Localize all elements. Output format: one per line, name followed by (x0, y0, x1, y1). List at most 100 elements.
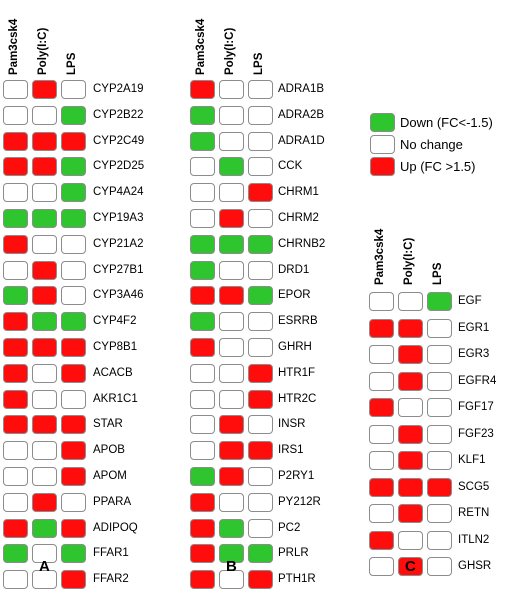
panel-a-cell-down (3, 286, 28, 305)
panel-b-cell-none (190, 415, 215, 434)
panel-b-cell-up (219, 467, 244, 486)
panel-a-cell-none (32, 467, 57, 486)
panel-a-cell-none (32, 390, 57, 409)
panel-b-cell-up (219, 441, 244, 460)
panel-a-cell-up (61, 338, 86, 357)
panel-a-cell-up (32, 80, 57, 99)
panel-a-cell-down (61, 312, 86, 331)
panel-b-gene-label: ESRRB (278, 315, 318, 327)
panel-b-cell-up (219, 415, 244, 434)
panel-a-gene-label: STAR (93, 418, 123, 430)
panel-b-cell-none (219, 493, 244, 512)
panel-b-cell-up (219, 209, 244, 228)
panel-b-cell-down (219, 157, 244, 176)
panel-a-column-header: Poly(I:C) (37, 27, 49, 75)
panel-a-cell-none (61, 390, 86, 409)
panel-a-gene-label: CYP27B1 (93, 264, 144, 276)
panel-b-gene-label: PRLR (278, 547, 309, 559)
panel-c-letter: C (405, 558, 416, 575)
panel-a-cell-down (61, 209, 86, 228)
legend-label-down: Down (FC<-1.5) (400, 115, 493, 130)
panel-b-gene-label: PC2 (278, 522, 301, 534)
panel-a-cell-none (3, 106, 28, 125)
panel-c-cell-up (398, 478, 423, 497)
panel-b-gene-label: GHRH (278, 341, 312, 353)
panel-b-cell-up (190, 493, 215, 512)
panel-c-cell-up (369, 319, 394, 338)
panel-a-cell-none (32, 364, 57, 383)
panel-a-gene-label: CYP2B22 (93, 109, 144, 121)
panel-a-cell-up (32, 261, 57, 280)
panel-a-cell-none (61, 80, 86, 99)
panel-a-cell-down (61, 106, 86, 125)
panel-c-gene-label: KLF1 (458, 454, 486, 466)
panel-a-gene-label: CYP2A19 (93, 83, 144, 95)
panel-b-cell-none (219, 364, 244, 383)
panel-a-cell-up (3, 390, 28, 409)
panel-b-cell-none (248, 415, 273, 434)
panel-a-cell-up (32, 286, 57, 305)
panel-a-cell-up (3, 415, 28, 434)
panel-a-cell-none (3, 441, 28, 460)
panel-a-gene-label: CYP2C49 (93, 135, 145, 147)
panel-b-gene-label: ADRA1D (278, 135, 325, 147)
panel-b-cell-none (190, 183, 215, 202)
panel-a-cell-up (61, 441, 86, 460)
panel-b-gene-label: CHRNB2 (278, 238, 326, 250)
panel-c-cell-up (369, 531, 394, 550)
panel-b-cell-down (190, 467, 215, 486)
panel-a-cell-none (32, 183, 57, 202)
panel-b-cell-none (219, 80, 244, 99)
panel-a-cell-up (32, 132, 57, 151)
panel-b-cell-none (248, 519, 273, 538)
panel-a-cell-none (32, 441, 57, 460)
panel-b-column-header: Poly(I:C) (224, 27, 236, 75)
panel-c-gene-label: EGR1 (458, 322, 490, 334)
panel-c-cell-none (427, 372, 452, 391)
panel-a-cell-up (3, 157, 28, 176)
panel-a-cell-up (3, 312, 28, 331)
panel-a-cell-up (61, 467, 86, 486)
panel-a-gene-label: ACACB (93, 367, 133, 379)
panel-b-cell-down (190, 106, 215, 125)
panel-b-gene-label: EPOR (278, 289, 311, 301)
panel-a-gene-label: APOM (93, 470, 127, 482)
panel-b-cell-down (190, 132, 215, 151)
panel-b-gene-label: CHRM1 (278, 186, 319, 198)
panel-b-cell-down (219, 519, 244, 538)
panel-a-cell-up (61, 519, 86, 538)
panel-a-cell-none (32, 106, 57, 125)
panel-a-cell-up (3, 132, 28, 151)
panel-a-cell-up (61, 364, 86, 383)
panel-b-gene-label: PTH1R (278, 573, 316, 585)
panel-c-cell-none (369, 557, 394, 576)
panel-a-cell-up (61, 415, 86, 434)
panel-b-cell-up (248, 390, 273, 409)
panel-a-cell-up (3, 519, 28, 538)
panel-a-gene-label: FFAR2 (93, 573, 129, 585)
panel-c-gene-label: GHSR (458, 560, 492, 572)
panel-a-cell-down (32, 519, 57, 538)
panel-c-cell-up (398, 425, 423, 444)
panel-b-cell-down (248, 235, 273, 254)
panel-a-gene-label: AKR1C1 (93, 393, 138, 405)
panel-c-cell-up (398, 451, 423, 470)
panel-c-cell-none (427, 451, 452, 470)
panel-c-cell-none (427, 504, 452, 523)
panel-c-gene-label: RETN (458, 507, 490, 519)
panel-b-cell-none (248, 209, 273, 228)
panel-a-cell-none (61, 235, 86, 254)
panel-b-cell-none (248, 338, 273, 357)
panel-a-cell-none (3, 493, 28, 512)
panel-b-cell-up (190, 570, 215, 589)
panel-a-cell-none (3, 183, 28, 202)
panel-b-cell-down (219, 235, 244, 254)
panel-b-column-header: Pam3csk4 (195, 18, 207, 75)
panel-b-letter: B (226, 558, 237, 575)
panel-b-cell-up (219, 286, 244, 305)
panel-b-cell-down (248, 286, 273, 305)
panel-c-cell-up (398, 504, 423, 523)
panel-c-cell-none (369, 372, 394, 391)
panel-b-cell-none (219, 338, 244, 357)
